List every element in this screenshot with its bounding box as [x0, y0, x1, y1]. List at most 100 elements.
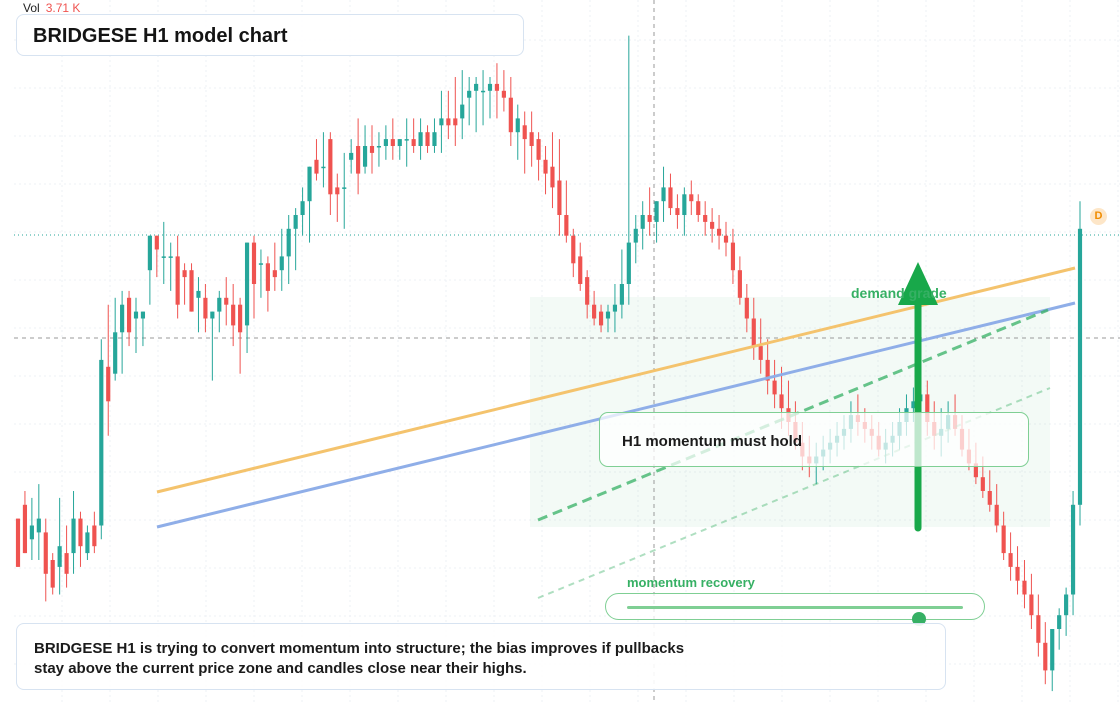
momentum-recovery-label: momentum recovery [627, 575, 755, 590]
candle-body [592, 304, 597, 319]
candle-body [751, 318, 756, 347]
candle [36, 484, 41, 560]
candle [689, 180, 694, 215]
candle-body [765, 359, 770, 381]
candle [647, 187, 652, 236]
candle-body [779, 394, 784, 409]
candle-body [460, 104, 465, 119]
candle-body [543, 159, 548, 174]
candle-body [300, 201, 305, 215]
candle-body [397, 139, 402, 146]
candle-body [57, 546, 62, 567]
candle-body [737, 270, 742, 298]
candle-body [1064, 594, 1069, 616]
candle-body [605, 311, 611, 319]
demand-zone-label: demand grade [851, 285, 947, 301]
momentum-annotation-text: H1 momentum must hold [622, 433, 803, 450]
candle-body [335, 187, 340, 195]
candle-body [293, 215, 298, 229]
up-arrow-head [898, 262, 938, 305]
dividend-badge[interactable]: D [1090, 208, 1107, 225]
candle [696, 194, 701, 222]
candle [737, 256, 742, 305]
candle [328, 132, 333, 215]
candle [71, 491, 76, 574]
candle [522, 111, 527, 174]
candle [404, 118, 409, 167]
summary-card: BRIDGESE H1 is trying to convert momentu… [16, 623, 946, 690]
candle-body [210, 311, 215, 319]
candle [189, 263, 194, 312]
momentum-recovery-knob[interactable] [912, 612, 927, 626]
candle [1015, 546, 1020, 595]
candle [1022, 560, 1027, 609]
candle [238, 297, 243, 374]
candle-body [612, 304, 618, 312]
candle-body [508, 97, 513, 133]
candle [196, 277, 201, 333]
candle-body [196, 290, 201, 298]
candle [626, 35, 631, 305]
candle [710, 208, 715, 243]
candle [668, 173, 673, 215]
candle-body [668, 187, 673, 209]
candle-body [15, 518, 21, 567]
candle [1036, 594, 1041, 657]
candle [772, 359, 777, 409]
candle [1070, 491, 1076, 616]
candle [286, 215, 291, 284]
candle [1057, 608, 1062, 650]
candle [723, 221, 729, 257]
candle [50, 553, 55, 595]
candle-body [501, 90, 506, 98]
candle [1001, 511, 1006, 560]
candle-body [647, 215, 652, 222]
candle-body [661, 187, 666, 202]
candle-body [487, 83, 493, 91]
candle [675, 194, 680, 229]
candle [564, 180, 569, 243]
candle [529, 111, 534, 167]
candle [550, 132, 555, 209]
candle [418, 118, 423, 160]
candle-body [286, 228, 291, 257]
candle [175, 235, 180, 319]
candle [293, 208, 298, 271]
candle-body [71, 518, 76, 554]
candle [446, 90, 451, 140]
candle [508, 77, 513, 146]
candle-body [182, 270, 187, 278]
candle-body [675, 208, 680, 215]
candle [203, 284, 208, 333]
candle-body [161, 256, 166, 258]
candle [224, 277, 229, 326]
candle-body [987, 491, 992, 505]
candle [342, 152, 347, 229]
momentum-recovery-slider[interactable] [605, 593, 985, 626]
candle [453, 77, 458, 146]
candle-body [106, 366, 111, 402]
candle [15, 518, 21, 567]
candle [661, 166, 666, 222]
candle-body [133, 311, 139, 319]
candle-body [710, 221, 715, 229]
candle-body [418, 132, 423, 146]
candle [751, 297, 756, 360]
candle [106, 304, 111, 436]
candle [314, 139, 319, 181]
candle [356, 118, 361, 195]
candle [994, 484, 999, 533]
candle [265, 256, 270, 312]
candle [1008, 532, 1013, 581]
candle-body [238, 304, 243, 333]
candle [1029, 573, 1034, 629]
candle [154, 235, 159, 278]
candle [501, 70, 506, 112]
candle-body [92, 525, 97, 547]
candle [536, 132, 541, 181]
candle-body [279, 256, 284, 271]
candle [571, 228, 576, 278]
candle [279, 228, 284, 291]
candle-body [973, 463, 978, 478]
volume-readout: Vol 3.71 K [23, 1, 80, 15]
